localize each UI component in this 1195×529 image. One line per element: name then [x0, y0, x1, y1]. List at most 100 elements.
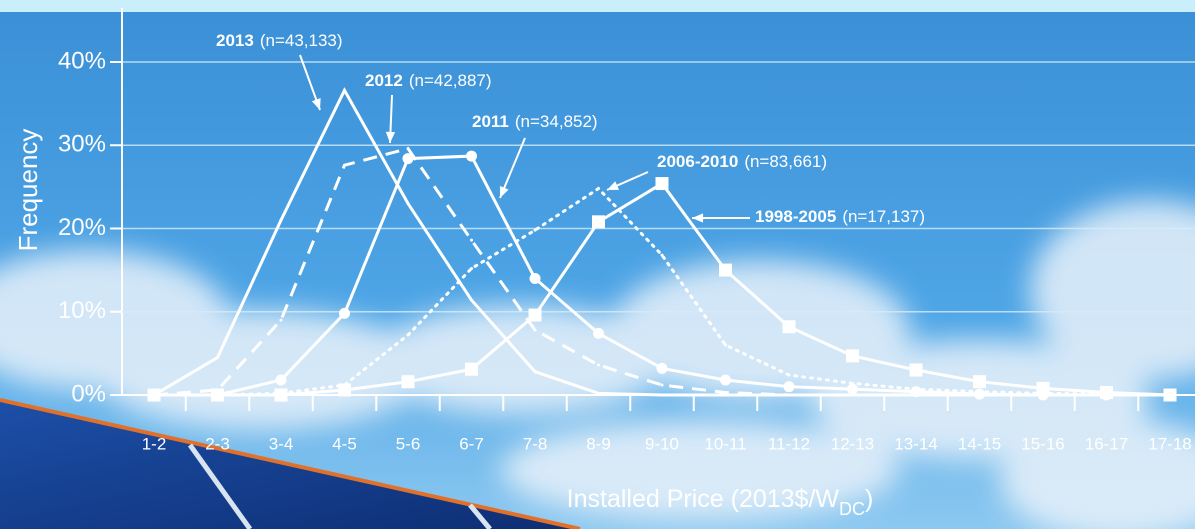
marker: [783, 381, 795, 393]
arrow-head: [692, 213, 704, 223]
series-label: 2012 (n=42,887): [365, 71, 492, 90]
marker: [719, 263, 732, 277]
vertex: [406, 202, 410, 206]
top-strip: [0, 0, 1195, 12]
marker: [274, 388, 288, 402]
vertex: [787, 393, 791, 397]
marker: [338, 383, 351, 397]
y-tick-label: 0%: [71, 380, 106, 407]
x-tick-label: 3-4: [269, 434, 294, 453]
marker: [275, 374, 287, 386]
marker: [529, 272, 541, 284]
marker: [720, 374, 731, 386]
x-tick-label: 13-14: [894, 434, 937, 453]
x-tick-label: 7-8: [523, 434, 548, 453]
marker: [847, 383, 858, 395]
vertex: [533, 370, 537, 374]
vertex: [597, 187, 600, 191]
vertex: [533, 228, 537, 232]
series-name: 1998-2005: [755, 207, 836, 226]
clouds: [0, 200, 1195, 529]
marker: [466, 150, 477, 162]
arrow-head: [385, 131, 396, 143]
vertex: [851, 381, 854, 385]
x-axis-label-text: Installed Price (2013$/W: [567, 485, 840, 513]
vertex: [470, 238, 473, 242]
x-tick-label: 12-13: [831, 434, 874, 453]
series-label: 2013 (n=43,133): [216, 31, 343, 50]
series-name: 2012: [365, 71, 403, 90]
vertex: [343, 163, 346, 167]
vertex: [279, 218, 283, 222]
marker: [846, 349, 859, 363]
series-sample: (n=83,661): [744, 152, 827, 171]
marker: [782, 320, 796, 334]
vertex: [470, 266, 473, 270]
marker: [655, 177, 669, 191]
vertex: [724, 393, 727, 397]
x-axis-label: Installed Price (2013$/WDC): [567, 485, 874, 519]
marker: [1163, 388, 1177, 402]
x-tick-label: 5-6: [396, 434, 421, 453]
vertex: [978, 390, 981, 394]
marker: [1036, 381, 1050, 395]
x-tick-label: 14-15: [958, 434, 1001, 453]
marker: [402, 153, 414, 165]
marker: [593, 327, 604, 339]
vertex: [279, 318, 283, 322]
x-tick-label: 6-7: [459, 434, 484, 453]
x-tick-label: 10-11: [704, 434, 746, 453]
series-sample: (n=43,133): [260, 31, 343, 50]
series: [147, 177, 1177, 402]
arrow-head: [607, 181, 619, 190]
marker: [592, 215, 605, 229]
y-tick-label: 40%: [58, 47, 106, 74]
vertex: [914, 387, 918, 391]
marker: [973, 375, 986, 389]
marker: [528, 308, 542, 322]
series-name: 2013: [216, 31, 254, 50]
vertex: [406, 333, 410, 337]
marker: [339, 307, 350, 319]
series-name: 2006-2010: [657, 152, 738, 171]
series-label: 1998-2005 (n=17,137): [755, 207, 925, 226]
x-tick-label: 1-2: [142, 434, 167, 453]
x-tick-label: 2-3: [205, 434, 230, 453]
series-sample: (n=42,887): [409, 71, 492, 90]
vertex: [470, 298, 473, 302]
x-axis-label-sub: DC: [839, 499, 865, 519]
marker: [1100, 386, 1113, 400]
series-name: 2011: [472, 112, 509, 131]
y-tick-label: 30%: [58, 131, 106, 158]
vertex: [660, 393, 664, 397]
vertex: [597, 391, 600, 395]
x-axis-label-end: ): [865, 485, 873, 513]
x-tick-label: 16-17: [1085, 434, 1128, 453]
marker: [147, 388, 161, 402]
x-tick-label: 15-16: [1021, 434, 1064, 453]
series-line: [152, 186, 1172, 397]
vertex: [533, 328, 537, 332]
solar-panel: [0, 398, 581, 529]
vertex: [724, 343, 727, 347]
y-tick-label: 20%: [58, 214, 106, 241]
vertex: [343, 88, 346, 92]
x-tick-label: 11-12: [768, 434, 810, 453]
marker: [656, 362, 668, 374]
vertex: [660, 253, 664, 257]
vertex: [787, 373, 791, 377]
series-sample: (n=34,852): [515, 112, 598, 131]
x-tick-label: 8-9: [586, 434, 611, 453]
series-label: 2006-2010 (n=83,661): [657, 152, 827, 171]
x-tick-label: 4-5: [332, 434, 357, 453]
marker: [211, 388, 224, 402]
vertex: [724, 391, 727, 395]
marker: [909, 363, 923, 377]
arrow-head: [499, 186, 509, 198]
vertex: [660, 383, 664, 387]
vertex: [216, 356, 219, 360]
vertex: [597, 363, 600, 367]
marker: [465, 362, 478, 376]
